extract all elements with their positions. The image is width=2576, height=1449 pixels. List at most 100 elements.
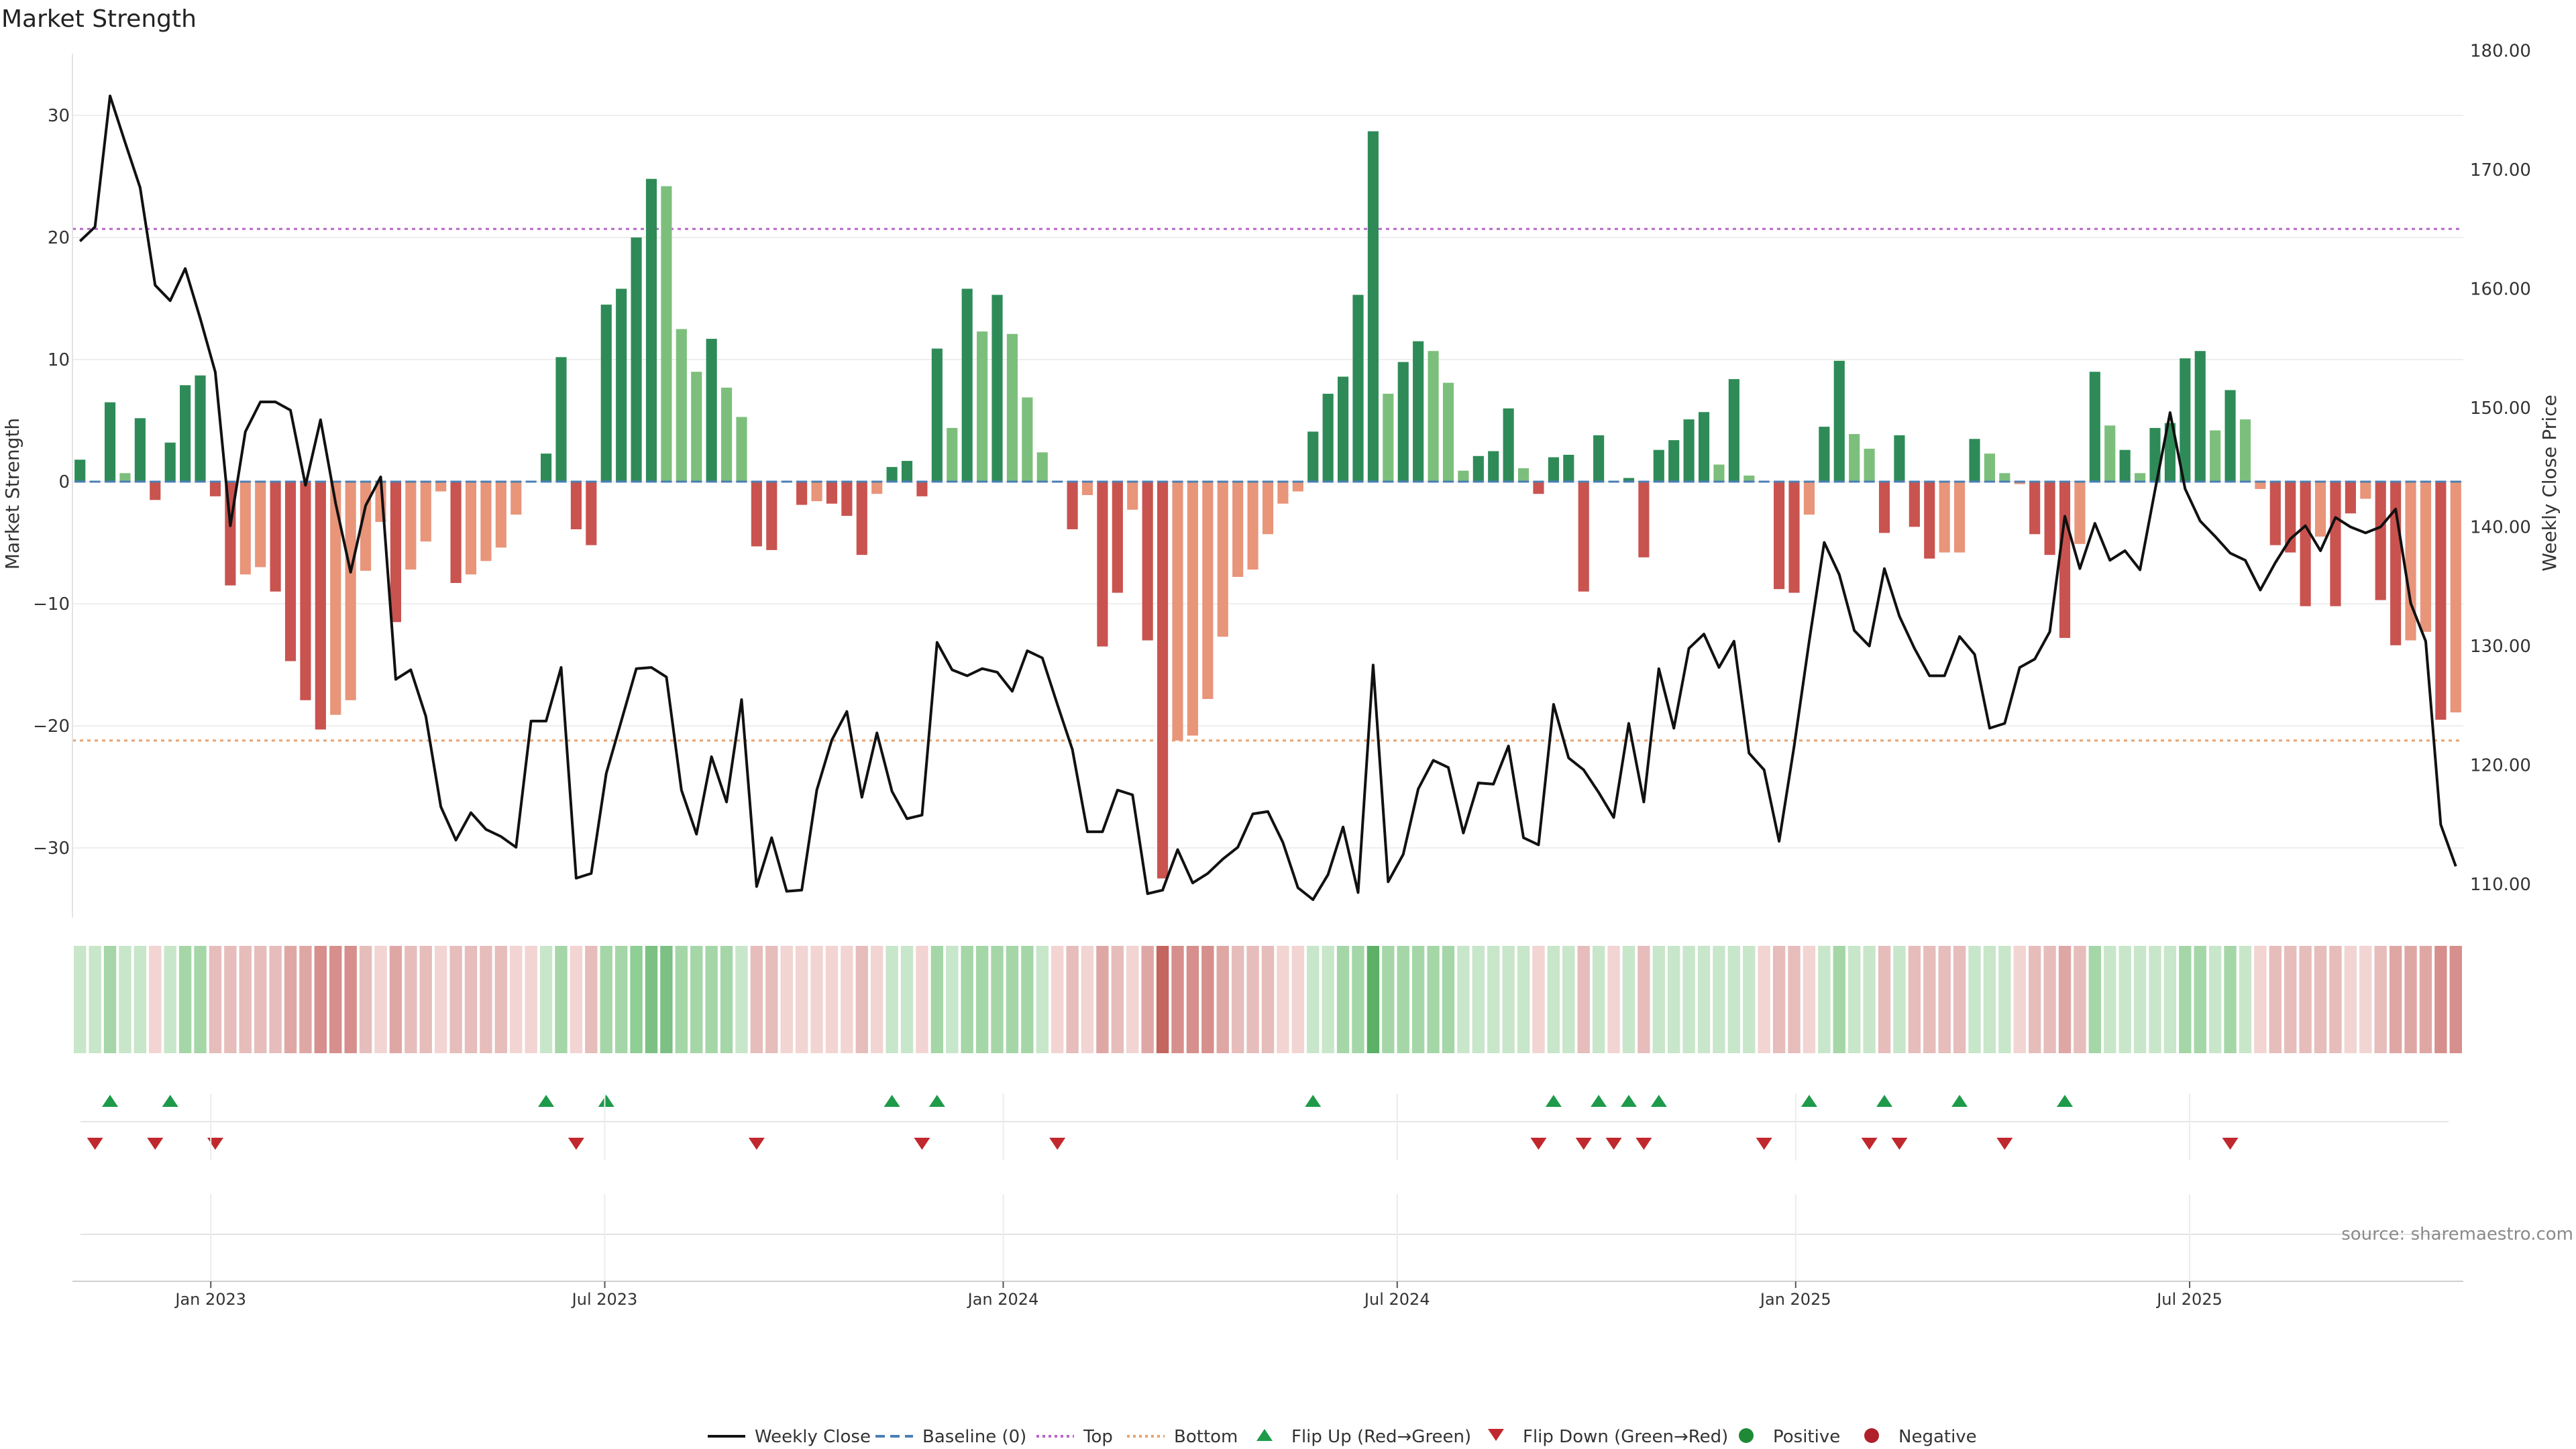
y-left-tick-label: 0	[58, 472, 70, 492]
heat-cell	[690, 946, 703, 1053]
heat-cell	[1697, 946, 1711, 1053]
flip-down-marker	[1891, 1138, 1908, 1150]
strength-bar	[2390, 482, 2402, 645]
strength-bar	[255, 482, 266, 568]
strength-bar	[1142, 482, 1153, 641]
heat-cell	[1216, 946, 1229, 1053]
heat-cell	[1277, 946, 1289, 1053]
strength-bar	[239, 482, 251, 575]
heat-cell	[494, 946, 508, 1053]
flip-up-marker	[1305, 1095, 1322, 1107]
heat-cell	[1713, 946, 1725, 1053]
strength-bar	[1713, 464, 1725, 482]
strength-bar	[1036, 452, 1048, 482]
heat-cell	[1021, 946, 1034, 1053]
flip-up-marker	[598, 1095, 614, 1107]
heat-cell	[885, 946, 898, 1053]
heat-cell	[1953, 946, 1966, 1053]
heat-cell	[480, 946, 492, 1053]
strength-bar	[2029, 482, 2041, 535]
strength-bar	[751, 482, 762, 547]
heat-cell	[1622, 946, 1635, 1053]
heat-cell	[1607, 946, 1620, 1053]
strength-bar	[1112, 482, 1123, 593]
y-left-tick-label: −20	[33, 716, 70, 737]
heat-cell	[2314, 946, 2327, 1053]
strength-bar	[1472, 455, 1484, 482]
heat-cell	[795, 946, 808, 1053]
heat-cell	[269, 946, 282, 1053]
flip-down-marker	[147, 1138, 164, 1150]
legend-label: Negative	[1898, 1427, 1977, 1447]
strength-bar	[480, 482, 492, 561]
strength-bar	[2180, 358, 2191, 482]
heat-cell	[2404, 946, 2417, 1053]
flip-up-marker	[1545, 1095, 1562, 1107]
strength-bar	[856, 482, 867, 555]
strength-bar	[2239, 419, 2251, 482]
legend-swatch-flip-up	[1256, 1429, 1273, 1441]
y-left-tick-label: −10	[33, 594, 70, 614]
strength-bar	[1262, 482, 1274, 535]
y-right-tick-label: 180.00	[2470, 42, 2531, 62]
strength-bar	[541, 453, 552, 482]
strength-bar	[1383, 393, 1394, 482]
heat-cell	[389, 946, 402, 1053]
heat-cell	[1772, 946, 1786, 1053]
reference-lines	[72, 227, 2463, 742]
strength-bar	[961, 288, 973, 482]
x-tick-label: Jan 2024	[967, 1290, 1039, 1309]
strength-bar	[420, 482, 431, 542]
strength-bar	[991, 294, 1003, 482]
strength-bar	[1367, 131, 1379, 482]
heat-cell	[1577, 946, 1590, 1053]
heat-cell	[2088, 946, 2102, 1053]
strength-bar	[631, 237, 642, 482]
flip-down-marker	[1049, 1138, 1066, 1150]
strength-bar	[1954, 482, 1966, 553]
strength-bar	[555, 357, 567, 482]
flip-up-marker	[538, 1095, 555, 1107]
heat-cell	[2149, 946, 2161, 1053]
flip-up-marker	[1650, 1095, 1667, 1107]
heat-cell	[149, 946, 162, 1053]
strength-bar	[1819, 427, 1830, 482]
strength-bar	[1127, 482, 1138, 510]
strength-bar	[1517, 468, 1529, 482]
strength-bar	[495, 482, 506, 548]
heat-cell	[2058, 946, 2072, 1053]
strength-bar	[1428, 351, 1439, 482]
strength-bar	[1097, 482, 1108, 647]
heat-cell	[1427, 946, 1440, 1053]
heat-cell	[224, 946, 237, 1053]
heat-cell	[1983, 946, 1996, 1053]
heat-cell	[930, 946, 944, 1053]
heat-cell	[2194, 946, 2206, 1053]
flip-down-marker	[1635, 1138, 1652, 1150]
strength-bar	[1292, 482, 1303, 492]
strength-bar	[886, 467, 898, 482]
strength-bar	[2375, 482, 2386, 600]
heat-cell	[1171, 946, 1184, 1053]
flip-down-marker	[1530, 1138, 1547, 1150]
heat-cell	[2239, 946, 2252, 1053]
heat-cell	[585, 946, 598, 1053]
heat-cell	[1036, 946, 1049, 1053]
heat-cell	[1758, 946, 1770, 1053]
strength-bar	[1728, 379, 1739, 482]
heat-cell	[74, 946, 87, 1053]
heat-cell	[1201, 946, 1214, 1053]
strength-bar	[1939, 482, 1950, 553]
flip-down-marker	[1575, 1138, 1592, 1150]
strength-bar	[1924, 482, 1935, 559]
heat-cell	[1307, 946, 1320, 1053]
heat-cell	[1411, 946, 1425, 1053]
heat-cell	[1893, 946, 1906, 1053]
heat-cell	[1923, 946, 1936, 1053]
strength-bar	[1307, 431, 1319, 482]
heat-cell	[2133, 946, 2147, 1053]
heat-cell	[194, 946, 207, 1053]
flip-up-marker	[928, 1095, 945, 1107]
heat-cell	[1818, 946, 1831, 1053]
strength-bar	[2149, 427, 2161, 482]
